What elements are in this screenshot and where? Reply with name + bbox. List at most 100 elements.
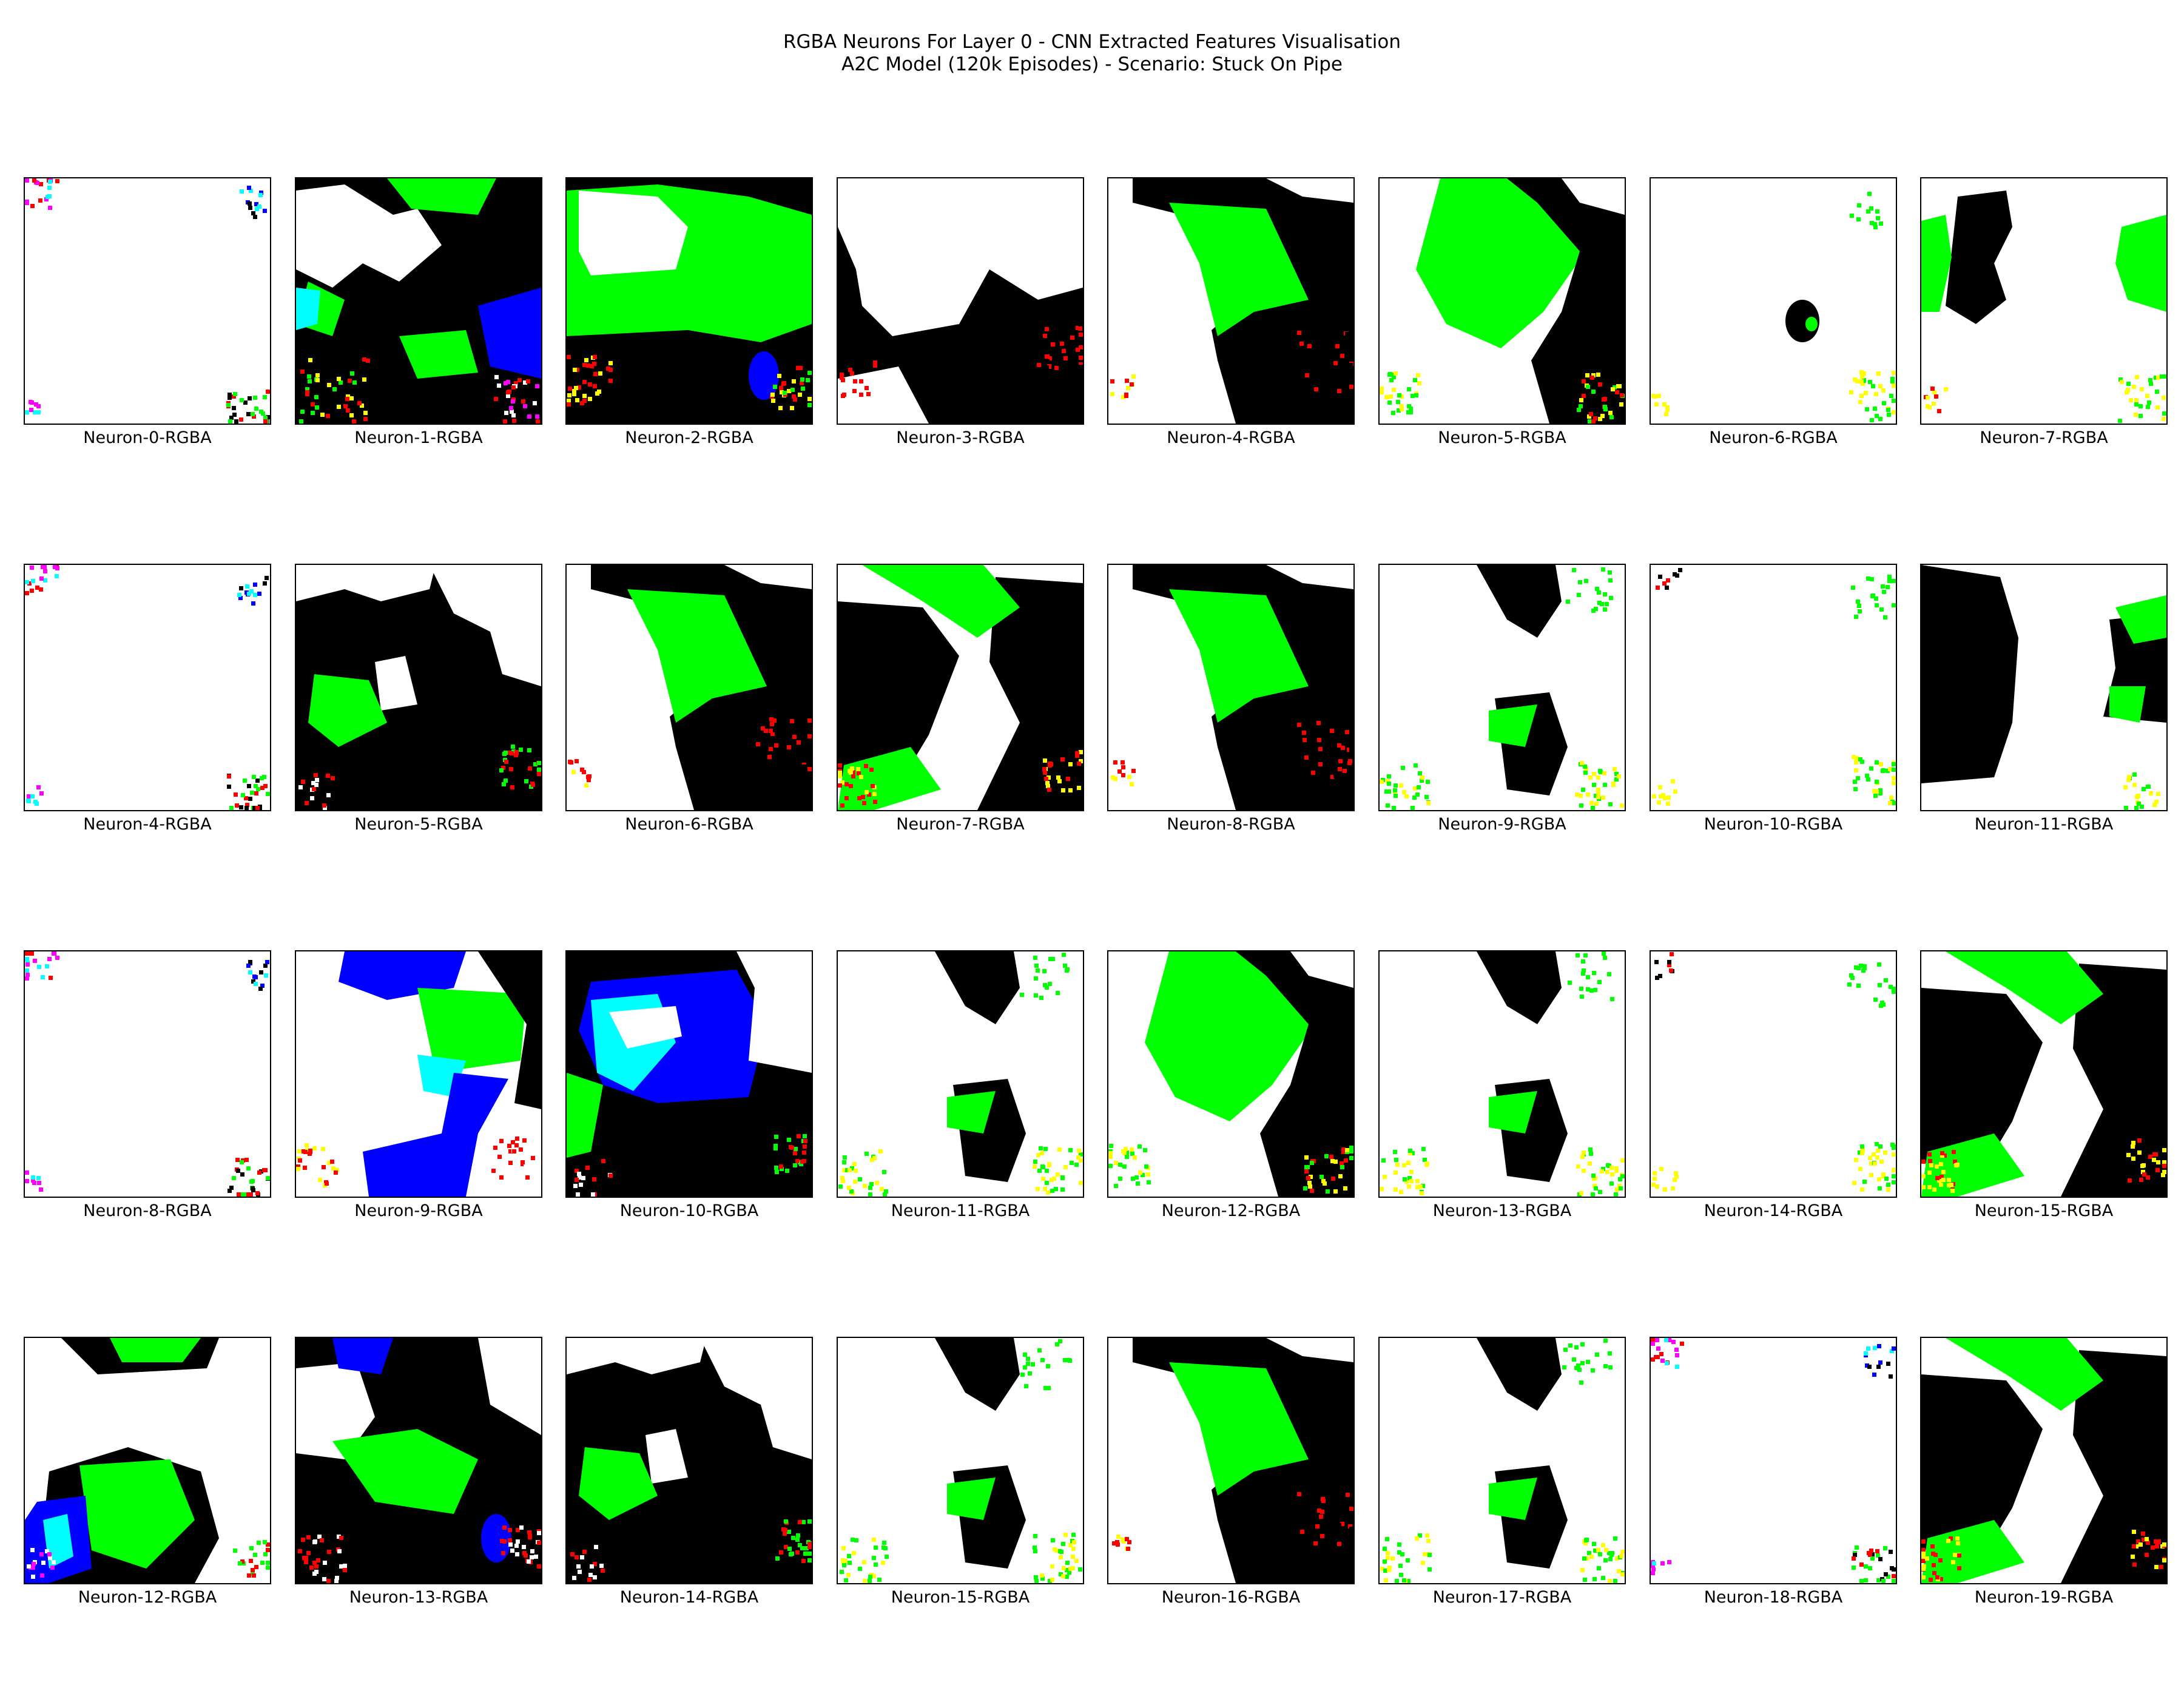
speckle-pixel bbox=[1043, 771, 1047, 775]
speckle-pixel bbox=[1340, 1165, 1344, 1169]
speckle-pixel bbox=[764, 729, 768, 733]
speckle-pixel bbox=[1409, 410, 1413, 414]
speckle-pixel bbox=[1415, 792, 1420, 797]
speckle-pixel bbox=[1298, 337, 1302, 341]
speckle-pixel bbox=[1877, 1344, 1881, 1348]
speckle-pixel bbox=[1417, 381, 1421, 385]
speckle-pixel bbox=[1651, 1567, 1656, 1572]
speckle-pixel bbox=[780, 1167, 784, 1171]
speckle-pixel bbox=[575, 398, 579, 402]
speckle-pixel bbox=[1392, 806, 1396, 810]
speckle-pixel bbox=[1033, 1549, 1037, 1553]
speckle-pixel bbox=[1326, 1536, 1330, 1540]
speckle-pixel bbox=[1892, 1174, 1896, 1178]
speckle-pixel bbox=[34, 402, 38, 407]
speckle-pixel bbox=[332, 387, 337, 391]
speckle-pixel bbox=[863, 1184, 867, 1188]
figure-title-line-2: A2C Model (120k Episodes) - Scenario: St… bbox=[841, 53, 1343, 75]
speckle-pixel bbox=[1078, 326, 1082, 331]
speckle-pixel bbox=[1855, 379, 1859, 383]
speckle-pixel bbox=[1864, 391, 1868, 395]
speckle-pixel bbox=[774, 743, 778, 748]
speckle-pixel bbox=[1921, 1556, 1926, 1560]
speckle-pixel bbox=[1854, 760, 1858, 765]
speckle-pixel bbox=[1063, 1358, 1067, 1362]
speckle-pixel bbox=[312, 1561, 317, 1565]
speckle-pixel bbox=[1046, 368, 1050, 372]
speckle-pixel bbox=[1065, 1568, 1069, 1572]
speckle-pixel bbox=[1417, 785, 1421, 789]
speckle-pixel bbox=[508, 1528, 512, 1532]
speckle-pixel bbox=[535, 414, 539, 419]
speckle-pixel bbox=[1943, 1153, 1947, 1158]
speckle-pixel bbox=[1315, 762, 1320, 766]
speckle-pixel bbox=[1938, 1558, 1943, 1562]
speckle-pixel bbox=[1876, 216, 1880, 220]
speckle-pixel bbox=[1034, 964, 1039, 968]
speckle-pixel bbox=[1026, 1357, 1030, 1361]
speckle-pixel bbox=[1330, 775, 1335, 779]
speckle-pixel bbox=[1059, 1555, 1063, 1559]
speckle-pixel bbox=[260, 1561, 265, 1565]
speckle-pixel bbox=[1615, 1187, 1619, 1192]
speckle-pixel bbox=[1946, 1539, 1950, 1543]
speckle-pixel bbox=[25, 178, 29, 183]
speckle-pixel bbox=[1133, 1155, 1137, 1160]
speckle-pixel bbox=[864, 386, 869, 390]
speckle-pixel bbox=[1886, 1575, 1890, 1579]
speckle-pixel bbox=[314, 1570, 318, 1574]
speckle-pixel bbox=[578, 1175, 582, 1180]
speckle-pixel bbox=[1892, 371, 1896, 375]
speckle-pixel bbox=[1875, 780, 1879, 784]
speckle-pixel bbox=[798, 366, 803, 370]
speckle-pixel bbox=[1852, 1181, 1856, 1185]
speckle-pixel bbox=[55, 179, 59, 183]
speckle-pixel bbox=[1583, 1578, 1587, 1582]
cyan-region bbox=[296, 288, 320, 330]
speckle-pixel bbox=[591, 1192, 595, 1197]
speckle-pixel bbox=[1039, 996, 1043, 1000]
speckle-pixel bbox=[1394, 783, 1398, 788]
speckle-pixel bbox=[1586, 385, 1590, 389]
speckle-pixel bbox=[1048, 356, 1052, 360]
speckle-pixel bbox=[787, 1530, 791, 1534]
speckle-pixel bbox=[807, 403, 812, 407]
speckle-pixel bbox=[791, 1536, 795, 1540]
speckle-pixel bbox=[844, 796, 849, 800]
speckle-pixel bbox=[1620, 393, 1624, 397]
speckle-pixel bbox=[511, 1140, 515, 1144]
speckle-pixel bbox=[577, 385, 581, 390]
speckle-pixel bbox=[232, 406, 236, 410]
speckle-pixel bbox=[803, 770, 807, 774]
speckle-pixel bbox=[1620, 1158, 1625, 1163]
neuron-panel bbox=[1650, 564, 1897, 811]
speckle-pixel bbox=[880, 1187, 884, 1191]
speckle-pixel bbox=[1397, 1550, 1401, 1555]
black-region bbox=[1133, 178, 1353, 424]
speckle-pixel bbox=[1329, 1155, 1333, 1159]
speckle-pixel bbox=[298, 785, 303, 789]
speckle-pixel bbox=[792, 394, 796, 399]
speckle-pixel bbox=[1313, 377, 1317, 382]
speckle-pixel bbox=[869, 1182, 874, 1186]
speckle-pixel bbox=[263, 784, 268, 788]
speckle-pixel bbox=[312, 787, 316, 791]
speckle-pixel bbox=[309, 1566, 314, 1570]
speckle-pixel bbox=[507, 1144, 511, 1148]
speckle-pixel bbox=[1921, 1567, 1926, 1571]
speckle-pixel bbox=[1927, 1152, 1932, 1157]
speckle-pixel bbox=[1045, 985, 1049, 990]
speckle-pixel bbox=[246, 1166, 251, 1170]
speckle-pixel bbox=[1297, 331, 1301, 335]
speckle-pixel bbox=[1310, 331, 1314, 335]
speckle-pixel bbox=[504, 411, 508, 415]
speckle-pixel bbox=[346, 408, 350, 413]
speckle-pixel bbox=[1892, 768, 1896, 772]
speckle-pixel bbox=[1872, 1373, 1876, 1377]
neuron-heatmap bbox=[1108, 951, 1353, 1197]
speckle-pixel bbox=[1576, 1363, 1580, 1368]
speckle-pixel bbox=[1414, 393, 1418, 397]
speckle-pixel bbox=[872, 792, 877, 796]
speckle-pixel bbox=[1865, 407, 1869, 411]
speckle-pixel bbox=[572, 1576, 576, 1580]
